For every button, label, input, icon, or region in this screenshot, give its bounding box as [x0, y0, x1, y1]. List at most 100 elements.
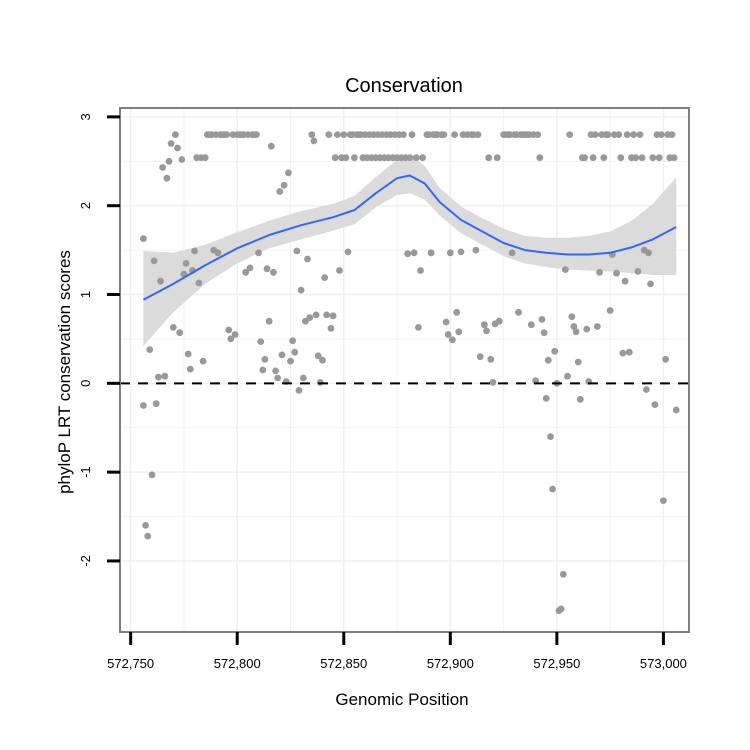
data-point — [594, 323, 601, 330]
data-point — [617, 154, 625, 162]
data-point — [140, 235, 147, 243]
data-point — [289, 337, 296, 345]
data-point — [327, 324, 335, 332]
data-point — [285, 169, 292, 177]
data-point — [297, 286, 305, 294]
data-point — [161, 372, 169, 380]
data-point — [540, 329, 548, 337]
data-point — [544, 356, 552, 364]
data-point — [455, 328, 463, 336]
data-point — [449, 336, 456, 344]
data-point — [265, 317, 273, 325]
data-point — [657, 131, 665, 139]
data-point — [660, 497, 667, 504]
data-point — [323, 311, 331, 319]
data-point — [231, 331, 239, 338]
data-point — [336, 267, 343, 274]
data-point — [649, 154, 657, 162]
data-point — [547, 433, 554, 440]
data-point — [400, 131, 407, 139]
data-point — [293, 247, 301, 255]
data-point — [299, 374, 307, 382]
data-point — [538, 316, 546, 323]
data-point — [564, 372, 571, 380]
data-point — [621, 277, 629, 285]
data-point — [295, 387, 303, 394]
data-point — [412, 154, 420, 162]
data-point — [636, 131, 644, 139]
data-point — [581, 154, 588, 162]
data-point — [321, 274, 328, 281]
data-point — [670, 154, 678, 162]
data-point — [178, 156, 186, 163]
data-point — [344, 248, 352, 256]
data-point — [340, 131, 348, 139]
data-point — [227, 335, 235, 343]
data-point — [419, 154, 426, 162]
data-point — [319, 356, 326, 364]
data-point — [651, 401, 659, 408]
smooth-trend-line — [142, 174, 677, 301]
data-point — [415, 324, 422, 331]
data-point — [195, 279, 203, 287]
confidence-ribbon — [143, 154, 677, 346]
data-point — [270, 268, 277, 276]
data-point — [625, 348, 633, 356]
data-point — [144, 532, 152, 540]
data-point — [142, 522, 150, 529]
data-point — [257, 338, 265, 345]
data-point — [261, 355, 269, 363]
data-point — [280, 181, 288, 189]
data-point — [647, 280, 654, 288]
data-point — [596, 268, 603, 276]
confidence-ribbon-layer — [143, 154, 677, 346]
data-point — [472, 246, 480, 254]
data-point — [557, 605, 565, 613]
data-point — [542, 395, 550, 402]
data-point — [163, 174, 171, 182]
data-point — [246, 264, 254, 272]
data-point — [255, 249, 262, 257]
data-point — [672, 406, 680, 414]
data-point — [159, 164, 167, 171]
data-point — [568, 313, 576, 321]
data-point — [310, 137, 318, 145]
data-point — [342, 154, 350, 162]
data-point — [408, 131, 416, 139]
data-point — [485, 154, 493, 162]
x-axis: 572,750 572,800 572,850 572,900 572,950 573,0… — [107, 632, 687, 671]
data-point — [276, 188, 284, 195]
data-point — [604, 131, 612, 139]
data-point — [623, 131, 631, 139]
data-point — [267, 142, 275, 150]
data-point — [287, 357, 294, 365]
y-axis: -2 -1 0 1 2 3 — [78, 113, 120, 567]
data-point — [152, 400, 160, 408]
data-point — [291, 348, 299, 356]
smooth-line-layer — [142, 174, 677, 301]
data-point — [668, 131, 676, 139]
x-tick-label: 572,750 — [107, 656, 154, 671]
data-point — [483, 327, 490, 335]
data-point — [351, 154, 358, 162]
data-point — [655, 154, 663, 162]
data-point — [442, 318, 450, 326]
data-point — [643, 386, 650, 393]
data-point — [172, 131, 179, 139]
data-point — [487, 355, 495, 363]
data-point — [404, 250, 412, 258]
data-point — [638, 154, 646, 162]
data-point — [146, 346, 154, 353]
data-point — [259, 366, 267, 374]
data-point — [155, 373, 162, 381]
data-point — [334, 131, 341, 139]
x-tick-label: 572,850 — [320, 656, 367, 671]
x-tick-label: 573,000 — [640, 656, 687, 671]
data-point — [444, 331, 452, 338]
data-point — [549, 485, 556, 493]
data-point — [632, 154, 640, 162]
data-point — [263, 265, 271, 273]
data-point — [481, 321, 488, 329]
data-point — [591, 131, 599, 139]
